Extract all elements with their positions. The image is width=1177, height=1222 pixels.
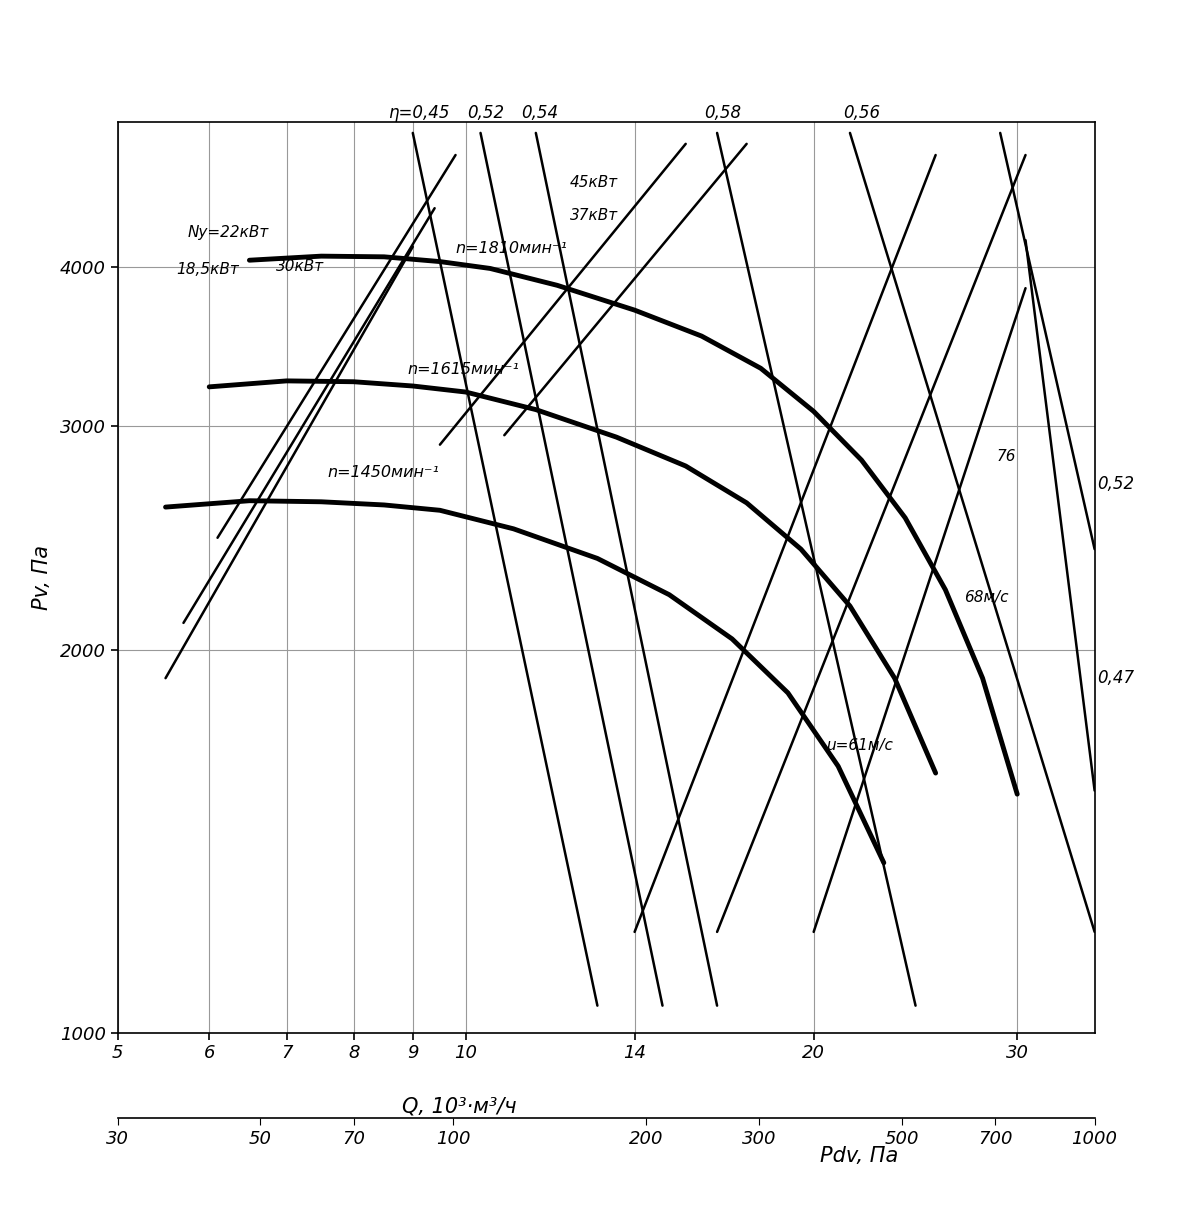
- Text: 76: 76: [997, 448, 1016, 464]
- Text: 0,58: 0,58: [705, 104, 742, 122]
- Text: 45кВт: 45кВт: [570, 175, 618, 189]
- Text: n=1615мин⁻¹: n=1615мин⁻¹: [407, 362, 519, 376]
- Text: 0,56: 0,56: [843, 104, 880, 122]
- Text: 0,52: 0,52: [1097, 475, 1135, 494]
- Text: 30кВт: 30кВт: [275, 259, 324, 274]
- Text: 0,47: 0,47: [1097, 670, 1135, 687]
- Text: 68м/с: 68м/с: [964, 590, 1009, 605]
- Y-axis label: Pv, Па: Pv, Па: [32, 545, 52, 610]
- Text: n=1450мин⁻¹: n=1450мин⁻¹: [328, 466, 440, 480]
- Text: 0,54: 0,54: [521, 104, 559, 122]
- Text: 37кВт: 37кВт: [570, 208, 618, 224]
- X-axis label: Q, 10³·м³/ч: Q, 10³·м³/ч: [403, 1096, 517, 1117]
- Text: u=61м/с: u=61м/с: [826, 738, 893, 753]
- Text: 0,52: 0,52: [467, 104, 504, 122]
- Text: η=0,45: η=0,45: [387, 104, 450, 122]
- Text: 18,5кВт: 18,5кВт: [177, 263, 239, 277]
- Text: Pdv, Па: Pdv, Па: [820, 1146, 898, 1166]
- Text: Ny=22кВт: Ny=22кВт: [188, 225, 270, 240]
- Text: n=1810мин⁻¹: n=1810мин⁻¹: [455, 241, 567, 257]
